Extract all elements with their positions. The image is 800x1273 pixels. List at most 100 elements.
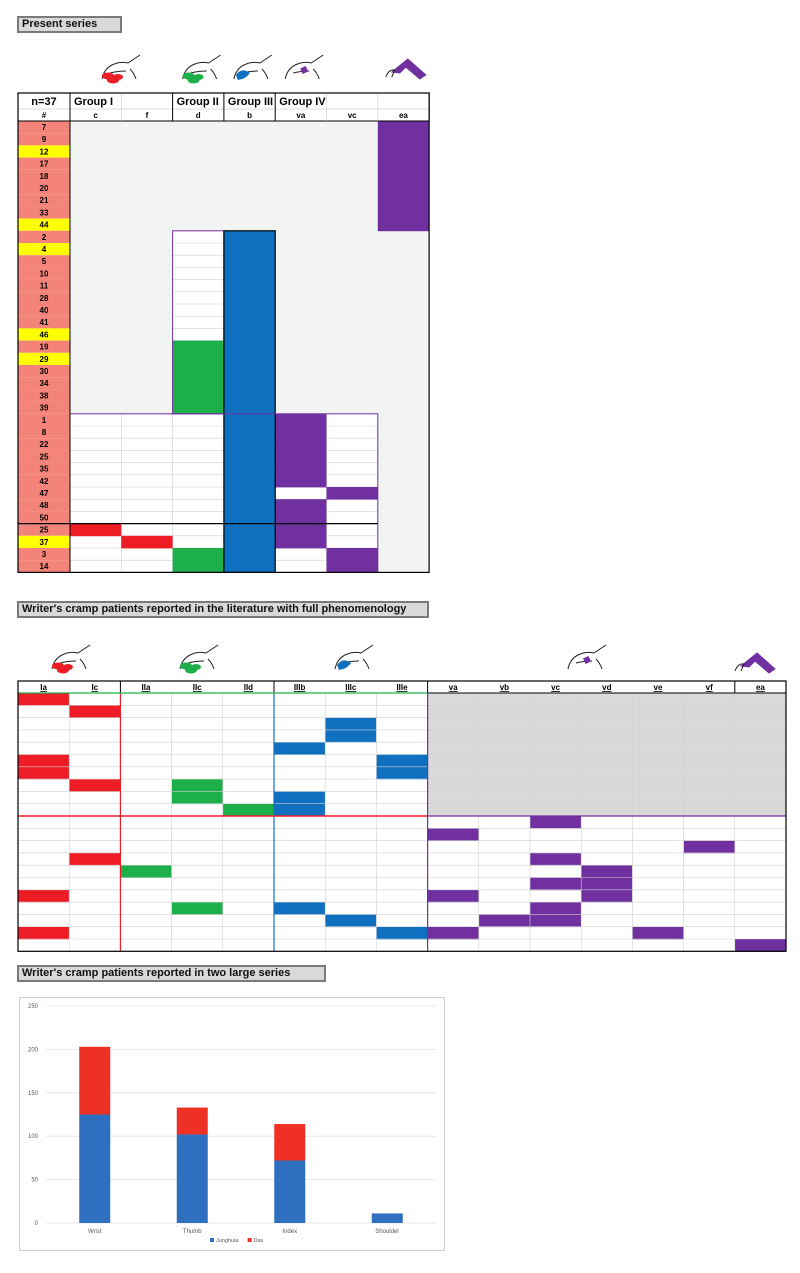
table-cell-grey	[632, 766, 684, 780]
bar-das-index	[274, 1124, 306, 1161]
patient-id: 25	[40, 452, 49, 461]
table-cell-blue	[223, 377, 276, 390]
table-cell-blue	[274, 791, 326, 805]
large-series-chart: 0 50 100 150 200 250 Wrist Thumb Index Shoulder Ju…	[28, 1004, 436, 1244]
table-cell-purple	[530, 902, 582, 915]
table-cell-purple	[478, 914, 530, 928]
table-cell-blue	[274, 803, 326, 817]
patient-id-cell	[18, 548, 70, 561]
hand-outline	[179, 644, 219, 670]
table-cell-purple	[377, 133, 430, 146]
patient-id-cell	[18, 169, 70, 182]
table-cell-green	[172, 389, 224, 402]
large-series-chart-frame: 0 50 100 150 200 250 Wrist Thumb Index Shoulder Ju…	[19, 997, 445, 1251]
table-cell-blue	[223, 243, 276, 256]
legend-swatch	[247, 1238, 252, 1242]
patient-id: 41	[40, 318, 49, 327]
column-label: Ia	[40, 683, 47, 692]
table-cell-purple	[683, 840, 735, 854]
patient-id-cell	[18, 145, 70, 158]
group-label: Group II	[177, 96, 219, 108]
table-cell-blue	[223, 413, 276, 427]
table-cell-grey	[683, 693, 735, 706]
table-cell-green	[120, 865, 172, 878]
patient-id: 47	[40, 489, 49, 498]
column-label: IIIe	[396, 683, 408, 692]
patient-id: 50	[40, 513, 49, 522]
patient-id-cell	[18, 511, 70, 524]
table-cell-purple	[581, 877, 633, 891]
table-cell-purple	[275, 450, 327, 463]
column-label: vc	[551, 683, 560, 692]
purple-arm-icon	[385, 58, 427, 80]
table-cell-blue	[223, 230, 276, 244]
table-cell-grey	[530, 717, 582, 731]
patient-id-cell	[18, 304, 70, 317]
table-cell-blue	[223, 291, 276, 305]
table-cell-blue	[223, 511, 276, 524]
thumb-shape	[235, 70, 250, 80]
table-cell-grey	[478, 803, 530, 817]
column-label: vf	[706, 683, 713, 692]
table-cell-grey	[581, 742, 633, 755]
table-cell-purple	[530, 877, 582, 891]
column-label: ea	[756, 683, 765, 692]
table-cell-blue	[223, 365, 276, 378]
table-cell-grey	[734, 766, 786, 780]
table-cell-red	[69, 705, 121, 718]
table-cell-blue	[223, 304, 276, 317]
patient-id-cell	[18, 487, 70, 500]
table-cell-grey	[632, 791, 684, 805]
column-label: ve	[654, 683, 663, 692]
table-cell-grey	[427, 705, 479, 718]
column-label: vd	[602, 683, 611, 692]
patient-id-cell	[18, 218, 70, 231]
table-cell-red	[18, 766, 70, 780]
table-cell-blue	[223, 438, 276, 451]
legend-label: Das	[254, 1238, 264, 1244]
patient-id: 37	[40, 538, 49, 547]
large-series-banner: Writer's cramp patients reported in two …	[17, 965, 326, 982]
patient-id: 33	[40, 208, 49, 217]
finger-shape	[63, 664, 73, 670]
table-cell-red	[18, 889, 70, 903]
patient-id-cell	[18, 291, 70, 304]
patient-id: 35	[40, 465, 49, 474]
table-cell-grey	[530, 766, 582, 780]
y-tick-label: 50	[31, 1178, 38, 1184]
patient-id-cell	[18, 401, 70, 414]
group-label: Group III	[228, 96, 273, 108]
hand-outline	[51, 644, 91, 670]
legend-label: Junghuia	[216, 1238, 239, 1244]
table-cell-purple	[326, 548, 378, 561]
column-label: IIa	[142, 683, 151, 692]
patient-id: 39	[40, 404, 49, 413]
table-cell-grey	[683, 779, 735, 792]
patient-id: 44	[40, 221, 49, 230]
table-cell-purple	[275, 462, 327, 476]
patient-id-cell	[18, 267, 70, 280]
table-cell-purple	[427, 889, 479, 903]
table-cell-purple	[530, 914, 582, 928]
table-cell-grey	[530, 779, 582, 792]
table-cell-blue	[274, 742, 326, 755]
patient-id: 17	[40, 160, 49, 169]
table-cell-purple	[377, 206, 430, 219]
patient-id: 20	[40, 184, 49, 193]
table-cell-purple	[275, 413, 327, 427]
patient-id-cell	[18, 182, 70, 195]
table-cell-grey	[632, 729, 684, 743]
patient-id: 42	[40, 477, 49, 486]
table-cell-purple	[377, 182, 430, 195]
table-cell-grey	[683, 754, 735, 768]
patient-id-cell	[18, 462, 70, 475]
table-cell-grey	[530, 729, 582, 743]
table-cell-purple	[427, 926, 479, 940]
column-label: c	[93, 111, 98, 120]
arm-shape	[739, 652, 776, 674]
patient-id-cell	[18, 499, 70, 512]
table-cell-green	[172, 377, 224, 390]
table-cell-blue	[325, 914, 377, 928]
table-cell-green	[172, 560, 224, 573]
y-tick-label: 250	[28, 1004, 39, 1010]
